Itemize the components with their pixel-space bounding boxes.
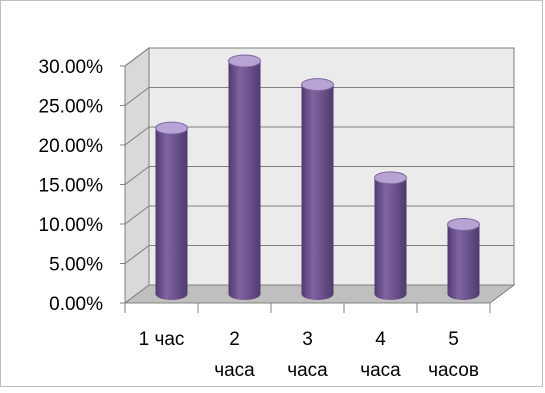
bar-body — [447, 224, 480, 300]
gridline — [124, 87, 514, 106]
x-tick-label: 1 час — [139, 329, 185, 350]
x-tick-label: часа — [360, 360, 401, 381]
gridline — [124, 126, 514, 146]
x-tick-label: часов — [428, 360, 479, 381]
y-tick-label: 25.00% — [39, 97, 104, 118]
y-axis: 0.00% 5.00% 10.00% 15.00% 20.00% 25.00% 30.00% — [39, 57, 126, 315]
y-tick-label: 20.00% — [39, 136, 104, 157]
chart-bars — [155, 54, 480, 301]
bar-top — [155, 121, 188, 135]
bar-2 — [228, 54, 261, 301]
bar-top — [228, 54, 261, 68]
bar-body — [374, 177, 407, 300]
y-tick-label: 0.00% — [49, 294, 103, 315]
bar-top — [301, 78, 334, 92]
bar-body — [301, 84, 334, 301]
x-tick-label: часа — [214, 360, 255, 381]
x-axis: 1 час 2 часа 3 часа 4 часа 5 часов — [124, 302, 491, 381]
y-tick-label: 15.00% — [39, 176, 104, 197]
y-tick-label: 10.00% — [39, 215, 104, 236]
gridline — [124, 47, 514, 67]
bar-4 — [374, 171, 407, 300]
x-tick-label: 4 — [375, 329, 386, 350]
bar-1 — [155, 121, 188, 300]
x-tick-label: 3 — [302, 329, 313, 350]
bar-top — [447, 217, 480, 231]
y-tick-label: 5.00% — [49, 255, 103, 276]
x-tick-label: часа — [287, 360, 328, 381]
bar-body — [155, 128, 188, 300]
x-tick-label: 5 — [448, 329, 459, 350]
bar-3 — [301, 78, 334, 301]
x-tick-label: 2 — [229, 329, 240, 350]
gridline — [124, 166, 514, 185]
bar-top — [374, 171, 407, 185]
bar-body — [228, 60, 261, 301]
y-tick-label: 30.00% — [39, 57, 104, 78]
bar-5 — [447, 217, 480, 300]
